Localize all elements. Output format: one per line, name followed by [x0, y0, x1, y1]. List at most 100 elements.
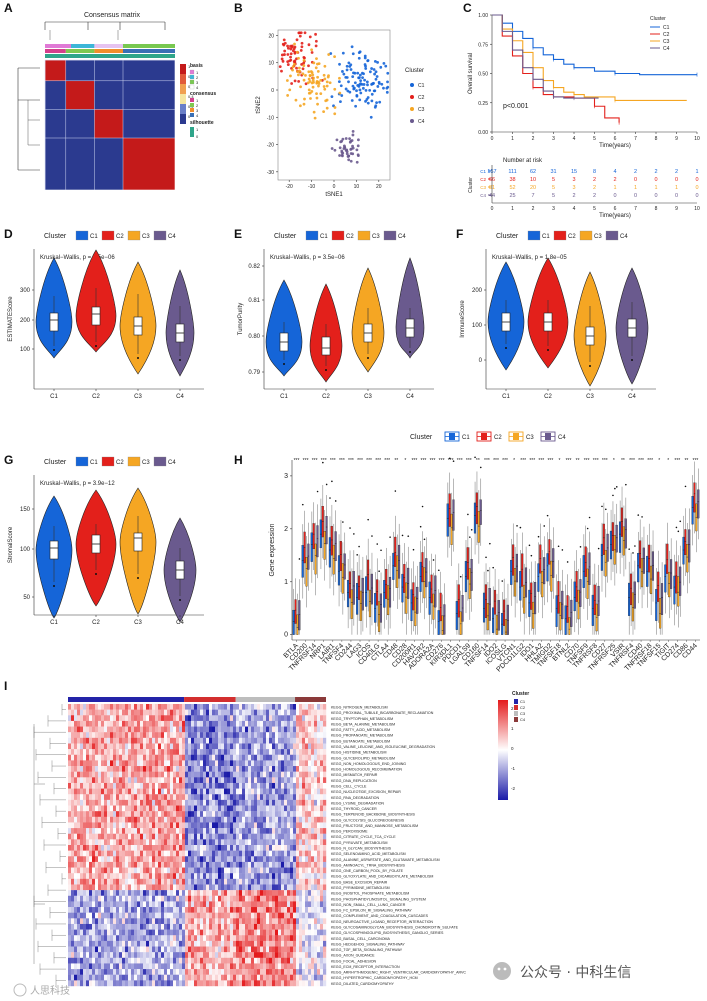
heat-cell: [152, 704, 156, 710]
heat-cell: [152, 799, 156, 806]
heat-cell: [230, 743, 234, 750]
heat-cell: [239, 794, 243, 801]
heat-cell: [68, 777, 72, 784]
heat-cell: [74, 822, 78, 829]
heat-cell: [104, 901, 108, 908]
consensus-title: Consensus matrix: [84, 12, 141, 19]
heat-cell: [260, 856, 264, 863]
tsne-point: [281, 42, 285, 46]
heat-cell: [119, 867, 123, 874]
legend-title: Cluster: [44, 459, 67, 466]
heat-cell: [257, 715, 261, 722]
tsne-point: [299, 49, 303, 52]
heat-cell: [314, 907, 318, 913]
heat-cell: [227, 873, 231, 880]
heat-cell: [119, 811, 123, 817]
heat-cell: [260, 873, 264, 880]
heat-cell: [161, 726, 165, 733]
heat-cell: [176, 912, 180, 919]
heat-cell: [257, 895, 261, 902]
heat-cell: [218, 805, 222, 812]
heat-cell: [257, 754, 261, 761]
heat-cell: [98, 856, 102, 863]
heat-cell: [146, 766, 150, 772]
heat-cell: [299, 828, 303, 834]
heat-cell: [137, 867, 141, 874]
heat-cell: [116, 873, 120, 880]
heat-cell: [74, 743, 78, 750]
heat-cell: [314, 805, 318, 812]
heat-cell: [176, 805, 180, 812]
heat-cell: [164, 737, 168, 744]
heat-cell: [245, 749, 249, 755]
heat-cell: [260, 884, 264, 891]
heat-cell: [290, 726, 294, 733]
heat-cell: [176, 850, 180, 857]
heat-cell: [68, 732, 72, 739]
risk-value: 2: [572, 193, 575, 199]
gene-box: [552, 548, 555, 578]
outlier: [470, 528, 473, 531]
heat-cell: [134, 901, 138, 908]
outlier: [394, 490, 397, 492]
heat-cell: [254, 794, 258, 801]
heat-cell: [128, 816, 132, 823]
heat-cell: [140, 923, 144, 930]
heat-cell: [311, 884, 315, 891]
heat-cell: [146, 754, 150, 761]
heat-cell: [263, 828, 267, 834]
heat-cell: [122, 743, 126, 750]
tsne-point: [288, 88, 292, 92]
x-tick: C2: [322, 394, 330, 400]
heat-cell: [134, 923, 138, 930]
heat-cell: [176, 799, 180, 806]
legend-dot: [410, 83, 414, 87]
heat-cell: [146, 771, 150, 778]
heat-cell: [314, 782, 318, 789]
heat-cell: [104, 839, 108, 846]
gene-boxes: [292, 456, 700, 635]
heat-cell: [71, 929, 75, 936]
heat-cell: [296, 833, 300, 840]
panel-letter-d: D: [4, 227, 13, 241]
heat-cell: [128, 732, 132, 739]
gene-box: [298, 600, 301, 631]
gene-box: [473, 502, 477, 534]
heat-cell: [116, 794, 120, 801]
heat-cell: [236, 777, 240, 784]
heat-cell: [68, 794, 72, 801]
heat-cell: [125, 867, 129, 874]
heat-cell: [194, 873, 198, 880]
heat-cell: [149, 890, 153, 896]
heat-cell: [179, 732, 183, 739]
heat-cell: [302, 799, 306, 806]
heat-cell: [164, 873, 168, 880]
heat-cell: [242, 890, 246, 896]
heat-cell: [116, 923, 120, 930]
heat-cell: [176, 760, 180, 767]
heat-cell: [287, 845, 291, 851]
heat-cell: [206, 912, 210, 919]
heat-cell: [260, 907, 264, 913]
heat-cell: [158, 867, 162, 874]
heat-cell: [236, 816, 240, 823]
heat-cell: [176, 811, 180, 817]
heat-cell: [215, 794, 219, 801]
heat-cell: [116, 918, 120, 925]
gene-box: [668, 571, 671, 598]
heat-cell: [308, 918, 312, 925]
heat-cell: [137, 907, 141, 913]
heat-cell: [119, 884, 123, 891]
heat-cell: [242, 878, 246, 885]
heat-cell: [170, 867, 174, 874]
heat-cell: [311, 788, 315, 795]
heat-cell: [314, 884, 318, 891]
heat-cell: [152, 788, 156, 795]
heat-cell: [233, 884, 237, 891]
heat-cell: [293, 715, 297, 722]
heat-cell: [215, 901, 219, 908]
heat-cell: [263, 816, 267, 823]
heat-cell: [185, 788, 189, 795]
heat-cell: [74, 720, 78, 727]
heat-cell: [233, 726, 237, 733]
